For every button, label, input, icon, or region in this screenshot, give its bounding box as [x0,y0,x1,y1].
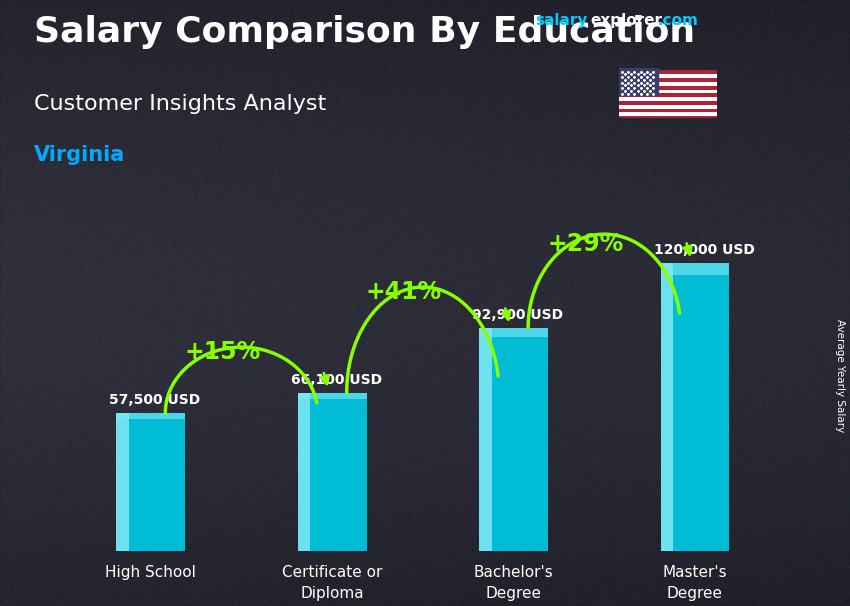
Bar [660,263,729,551]
Bar [660,263,729,275]
Bar [619,68,658,95]
Bar [298,393,310,551]
Bar [479,328,548,551]
Bar [619,74,717,78]
Bar [116,413,185,419]
Text: Virginia: Virginia [34,145,125,165]
Bar [619,78,717,82]
Text: Average Yearly Salary: Average Yearly Salary [835,319,845,432]
Bar [619,85,717,90]
Bar [660,263,673,551]
Bar [619,101,717,105]
Text: salary: salary [536,13,588,28]
Bar [619,113,717,116]
Text: +15%: +15% [184,340,261,364]
Text: 92,900 USD: 92,900 USD [473,308,564,322]
Bar [479,328,548,337]
Bar [479,328,491,551]
Bar [116,413,128,551]
Text: .com: .com [657,13,698,28]
Bar [619,90,717,93]
Bar [298,393,366,551]
Text: 57,500 USD: 57,500 USD [110,393,201,407]
Bar [619,105,717,108]
Text: +41%: +41% [366,280,442,304]
Text: 120,000 USD: 120,000 USD [654,243,755,257]
Bar [619,82,717,85]
Bar [298,393,366,399]
Bar [619,97,717,101]
Text: 66,100 USD: 66,100 USD [291,373,382,387]
Bar [619,108,717,113]
Text: +29%: +29% [547,231,623,256]
Bar [116,413,185,551]
Text: Customer Insights Analyst: Customer Insights Analyst [34,94,326,114]
Bar [619,93,717,97]
Text: explorer: explorer [590,13,662,28]
Bar [619,70,717,74]
Text: Salary Comparison By Education: Salary Comparison By Education [34,15,695,49]
Bar [619,116,717,120]
